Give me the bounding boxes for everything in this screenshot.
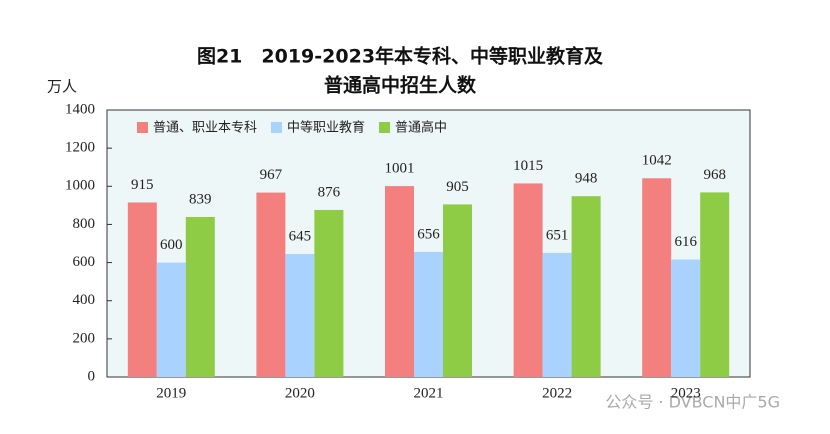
chart-title: 普通高中招生人数 xyxy=(324,74,477,97)
data-label: 1001 xyxy=(385,161,415,177)
data-label: 948 xyxy=(575,171,598,187)
x-tick-label: 2023 xyxy=(671,385,701,401)
data-label: 839 xyxy=(189,191,212,207)
bar xyxy=(642,178,672,377)
legend-label: 普通、职业本专科 xyxy=(153,121,257,136)
data-label: 616 xyxy=(674,234,697,250)
bar xyxy=(156,262,186,377)
x-tick-label: 2021 xyxy=(414,385,444,401)
bar xyxy=(185,216,215,377)
y-unit: 万人 xyxy=(47,78,77,96)
data-label: 968 xyxy=(703,167,726,183)
y-tick-label: 1200 xyxy=(65,140,95,156)
data-label: 915 xyxy=(131,177,154,193)
x-tick-label: 2022 xyxy=(542,385,572,401)
y-tick-label: 800 xyxy=(73,216,96,232)
data-label: 656 xyxy=(417,226,440,242)
y-tick-label: 1400 xyxy=(65,101,95,117)
bar xyxy=(671,259,701,377)
legend-swatch xyxy=(137,122,148,133)
legend-label: 中等职业教育 xyxy=(287,120,365,136)
data-label: 967 xyxy=(260,167,283,183)
bar xyxy=(443,204,472,377)
bar xyxy=(285,253,315,377)
y-tick-label: 1000 xyxy=(65,178,95,194)
bar xyxy=(414,251,443,377)
bar xyxy=(256,192,286,377)
data-label: 1015 xyxy=(513,158,543,174)
data-label: 645 xyxy=(289,228,312,244)
watermark: 公众号 · DVBCN中广5G xyxy=(605,393,780,412)
data-label: 905 xyxy=(446,179,469,195)
y-tick-label: 0 xyxy=(88,368,96,384)
legend-swatch xyxy=(379,122,391,133)
legend-label: 普通高中 xyxy=(395,120,447,136)
data-label: 600 xyxy=(160,237,183,253)
bar xyxy=(314,209,344,377)
bar xyxy=(385,186,414,377)
y-tick-label: 400 xyxy=(73,292,96,308)
data-label: 651 xyxy=(546,227,569,243)
bar xyxy=(513,183,543,377)
legend-swatch xyxy=(271,122,283,133)
y-tick-label: 600 xyxy=(73,254,96,270)
x-tick-label: 2020 xyxy=(285,385,315,401)
data-label: 876 xyxy=(318,184,341,200)
bar xyxy=(542,252,572,377)
chart-title: 图21 2019-2023年本专科、中等职业教育及 xyxy=(197,45,604,68)
bar xyxy=(127,202,157,377)
bar xyxy=(571,196,601,377)
data-label: 1042 xyxy=(642,153,672,169)
bar xyxy=(700,192,730,377)
x-tick-label: 2019 xyxy=(156,385,186,401)
y-tick-label: 200 xyxy=(73,330,96,346)
